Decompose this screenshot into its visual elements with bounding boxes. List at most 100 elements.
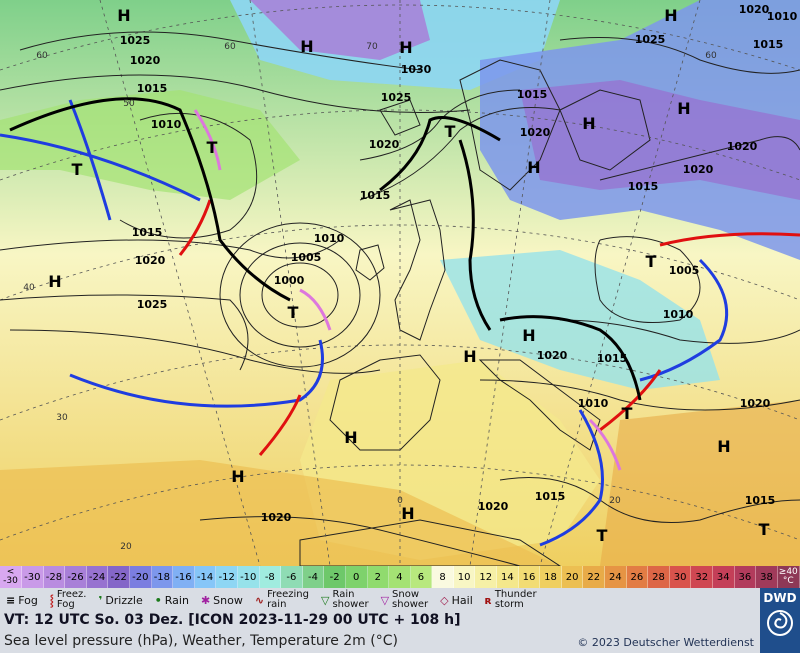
low-pressure-center: T <box>72 160 83 179</box>
scale-cell: 28 <box>648 566 670 588</box>
latlon-label: 40 <box>23 283 35 293</box>
temperature-scale: < -30 -30 -28 -26 -24 -22 -20 -18 -16 -14 -12 -10 -8-… <box>0 566 800 588</box>
mild-area-atlantic <box>0 90 300 200</box>
scale-cell: -4 <box>302 566 325 588</box>
scale-cell: 10 <box>453 566 476 588</box>
weather-map: 1025 1020 1015 1010 1015 1020 1025 1010 1005 1000… <box>0 0 800 566</box>
low-pressure-center: T <box>207 138 218 157</box>
isobar-label: 1020 <box>683 163 714 176</box>
high-pressure-center: H <box>231 467 244 486</box>
scale-cell: 18 <box>540 566 562 588</box>
scale-cell: -6 <box>281 566 303 588</box>
scale-cell: -24 <box>86 566 109 588</box>
valid-time: VT: 12 UTC So. 03 Dez. [ICON 2023-11-29 … <box>4 612 461 628</box>
dwd-swirl-icon <box>767 610 793 636</box>
high-pressure-center: H <box>117 6 130 25</box>
low-pressure-center: T <box>288 303 299 322</box>
scale-cell: -10 <box>237 566 260 588</box>
latlon-label: 30 <box>56 413 68 423</box>
isobar-label: 1020 <box>520 126 551 139</box>
legend-item: ∿ Freezing rain <box>255 590 309 610</box>
fronts <box>0 99 800 547</box>
isobar-label: 1020 <box>135 254 166 267</box>
latlon-label: 20 <box>609 496 621 506</box>
isobar-label: 1010 <box>767 10 798 23</box>
isobar-label: 1030 <box>401 63 432 76</box>
graticule <box>0 0 800 566</box>
isobar-label: 1020 <box>478 500 509 513</box>
cold-area-russia <box>520 80 800 200</box>
latlon-label: 50 <box>123 99 135 109</box>
isobar-label: 1020 <box>130 54 161 67</box>
scale-cell: 2 <box>367 566 390 588</box>
legend-symbol-icon: ❜ <box>98 593 103 607</box>
isobar-label: 1005 <box>291 251 322 264</box>
latlon-label: 60 <box>36 51 48 61</box>
high-pressure-center: H <box>401 504 414 523</box>
low-pressure-center: T <box>759 520 770 539</box>
high-pressure-center: H <box>399 38 412 57</box>
legend-item: ❜ Drizzle <box>98 594 142 607</box>
legend-symbol-icon: ⸾ <box>49 593 54 607</box>
scale-cell-above-max: ≥40 °C <box>777 566 800 588</box>
isobar-label: 1000 <box>274 274 305 287</box>
legend-label: Drizzle <box>105 593 143 607</box>
isobar-label: 1025 <box>137 298 168 311</box>
high-pressure-center: H <box>300 37 313 56</box>
high-pressure-center: H <box>463 347 476 366</box>
high-pressure-center: H <box>664 6 677 25</box>
cold-area-greenland <box>250 0 430 60</box>
isobar-label: 1025 <box>635 33 666 46</box>
legend-item: • Rain <box>155 594 189 607</box>
legend-label: Snow <box>213 593 243 607</box>
legend-item: ✱ Snow <box>201 594 243 607</box>
isobar-label: 1015 <box>753 38 784 51</box>
legend-label: Snow shower <box>392 589 429 610</box>
isobar-label: 1025 <box>381 91 412 104</box>
scale-cell: -30 <box>22 566 44 588</box>
scale-cell: -12 <box>216 566 238 588</box>
legend-label: Fog <box>18 593 38 607</box>
legend-item: ▽ Rain shower <box>321 590 369 610</box>
isobar-label: 1015 <box>628 180 659 193</box>
scale-cell: 22 <box>583 566 606 588</box>
scale-cell: 34 <box>713 566 735 588</box>
dwd-logo: DWD <box>760 588 800 653</box>
isobar-label: 1015 <box>137 82 168 95</box>
legend-item: ◇ Hail <box>440 594 473 607</box>
warm-area-africa <box>0 460 560 566</box>
isobars <box>0 31 800 566</box>
coastlines <box>299 59 651 566</box>
isobar-label: 1020 <box>740 397 771 410</box>
legend-item: ▽ Snow shower <box>381 590 429 610</box>
low-pressure-center: T <box>646 252 657 271</box>
scale-cell: -26 <box>65 566 87 588</box>
isobar-label: 1005 <box>669 264 700 277</box>
scale-cell: 32 <box>691 566 713 588</box>
copyright: © 2023 Deutscher Wetterdienst <box>577 636 754 649</box>
scale-cell: -28 <box>43 566 66 588</box>
latlon-label: 20 <box>120 542 132 552</box>
latlon-label: 60 <box>705 51 717 61</box>
scale-cell: 24 <box>605 566 627 588</box>
low-pressure-center: T <box>622 404 633 423</box>
scale-cell: 14 <box>497 566 519 588</box>
scale-cell-below-min: < -30 <box>0 566 22 588</box>
chart-subtitle: Sea level pressure (hPa), Weather, Tempe… <box>4 633 398 649</box>
scale-cell: -22 <box>108 566 130 588</box>
legend-symbol-icon: ≡ <box>6 593 16 607</box>
high-pressure-center: H <box>48 272 61 291</box>
scale-cell: 16 <box>518 566 541 588</box>
isobar-label: 1020 <box>261 511 292 524</box>
info-bar: VT: 12 UTC So. 03 Dez. [ICON 2023-11-29 … <box>0 612 760 653</box>
warm-area-middle-east <box>600 400 800 566</box>
scale-cell: 20 <box>561 566 584 588</box>
latlon-label: 60 <box>224 42 236 52</box>
scale-cell: -14 <box>194 566 217 588</box>
high-pressure-center: H <box>677 99 690 118</box>
high-pressure-center: H <box>717 437 730 456</box>
isobar-label: 1015 <box>360 189 391 202</box>
legend-symbol-icon: ✱ <box>200 593 211 607</box>
isobar-label: 1015 <box>745 494 776 507</box>
